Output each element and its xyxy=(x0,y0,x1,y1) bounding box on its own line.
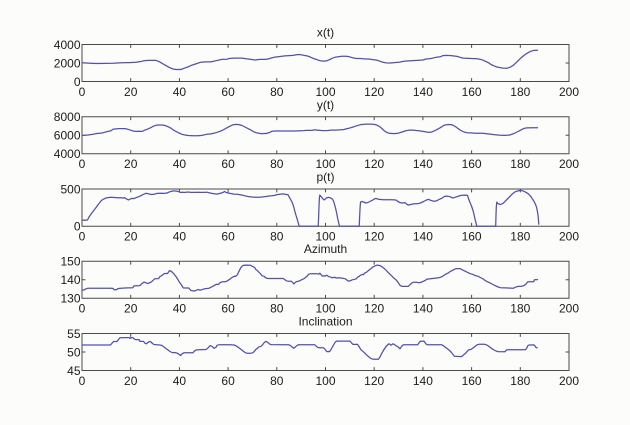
svg-text:180: 180 xyxy=(510,85,530,99)
svg-text:120: 120 xyxy=(364,374,384,388)
svg-text:200: 200 xyxy=(559,85,579,99)
svg-text:80: 80 xyxy=(270,302,284,316)
svg-text:Inclination: Inclination xyxy=(298,315,352,329)
svg-text:120: 120 xyxy=(364,302,384,316)
svg-text:60: 60 xyxy=(221,302,235,316)
svg-text:80: 80 xyxy=(270,230,284,244)
svg-text:60: 60 xyxy=(221,85,235,99)
svg-text:140: 140 xyxy=(413,374,433,388)
svg-text:120: 120 xyxy=(364,230,384,244)
svg-text:4000: 4000 xyxy=(54,147,81,161)
svg-text:180: 180 xyxy=(510,230,530,244)
svg-text:160: 160 xyxy=(462,230,482,244)
svg-text:120: 120 xyxy=(364,157,384,171)
svg-text:4000: 4000 xyxy=(54,38,81,52)
svg-text:60: 60 xyxy=(221,374,235,388)
svg-text:0: 0 xyxy=(79,230,86,244)
svg-text:160: 160 xyxy=(462,157,482,171)
svg-text:20: 20 xyxy=(124,85,138,99)
svg-text:80: 80 xyxy=(270,157,284,171)
svg-text:40: 40 xyxy=(173,85,187,99)
svg-text:100: 100 xyxy=(315,302,335,316)
svg-text:55: 55 xyxy=(67,327,81,341)
svg-text:140: 140 xyxy=(413,302,433,316)
svg-text:0: 0 xyxy=(79,157,86,171)
svg-text:20: 20 xyxy=(124,157,138,171)
svg-text:120: 120 xyxy=(364,85,384,99)
svg-text:0: 0 xyxy=(74,75,81,89)
svg-text:40: 40 xyxy=(173,230,187,244)
svg-text:40: 40 xyxy=(173,302,187,316)
svg-text:Azimuth: Azimuth xyxy=(304,242,347,256)
svg-text:180: 180 xyxy=(510,302,530,316)
svg-text:50: 50 xyxy=(67,345,81,359)
svg-text:8000: 8000 xyxy=(54,110,81,124)
svg-text:200: 200 xyxy=(559,374,579,388)
svg-text:20: 20 xyxy=(124,302,138,316)
svg-text:200: 200 xyxy=(559,302,579,316)
svg-text:x(t): x(t) xyxy=(317,26,334,40)
svg-text:150: 150 xyxy=(60,255,80,269)
svg-text:160: 160 xyxy=(462,302,482,316)
svg-text:80: 80 xyxy=(270,374,284,388)
svg-text:500: 500 xyxy=(60,182,80,196)
svg-text:60: 60 xyxy=(221,230,235,244)
svg-text:200: 200 xyxy=(559,157,579,171)
svg-text:100: 100 xyxy=(315,374,335,388)
svg-text:40: 40 xyxy=(173,157,187,171)
svg-text:45: 45 xyxy=(67,364,81,378)
svg-text:140: 140 xyxy=(413,157,433,171)
svg-text:130: 130 xyxy=(60,292,80,306)
svg-text:2000: 2000 xyxy=(54,56,81,70)
svg-text:160: 160 xyxy=(462,374,482,388)
svg-text:20: 20 xyxy=(124,230,138,244)
svg-text:0: 0 xyxy=(74,220,81,234)
svg-text:180: 180 xyxy=(510,157,530,171)
svg-text:200: 200 xyxy=(559,230,579,244)
svg-text:140: 140 xyxy=(60,273,80,287)
svg-text:100: 100 xyxy=(315,157,335,171)
svg-text:40: 40 xyxy=(173,374,187,388)
svg-text:100: 100 xyxy=(315,85,335,99)
svg-text:p(t): p(t) xyxy=(317,170,335,184)
svg-text:6000: 6000 xyxy=(54,129,81,143)
svg-text:y(t): y(t) xyxy=(317,98,334,112)
svg-text:80: 80 xyxy=(270,85,284,99)
svg-text:180: 180 xyxy=(510,374,530,388)
svg-text:160: 160 xyxy=(462,85,482,99)
svg-text:100: 100 xyxy=(315,230,335,244)
svg-text:60: 60 xyxy=(221,157,235,171)
svg-text:140: 140 xyxy=(413,85,433,99)
svg-text:0: 0 xyxy=(79,302,86,316)
svg-text:0: 0 xyxy=(79,85,86,99)
svg-text:20: 20 xyxy=(124,374,138,388)
svg-text:0: 0 xyxy=(79,374,86,388)
svg-text:140: 140 xyxy=(413,230,433,244)
